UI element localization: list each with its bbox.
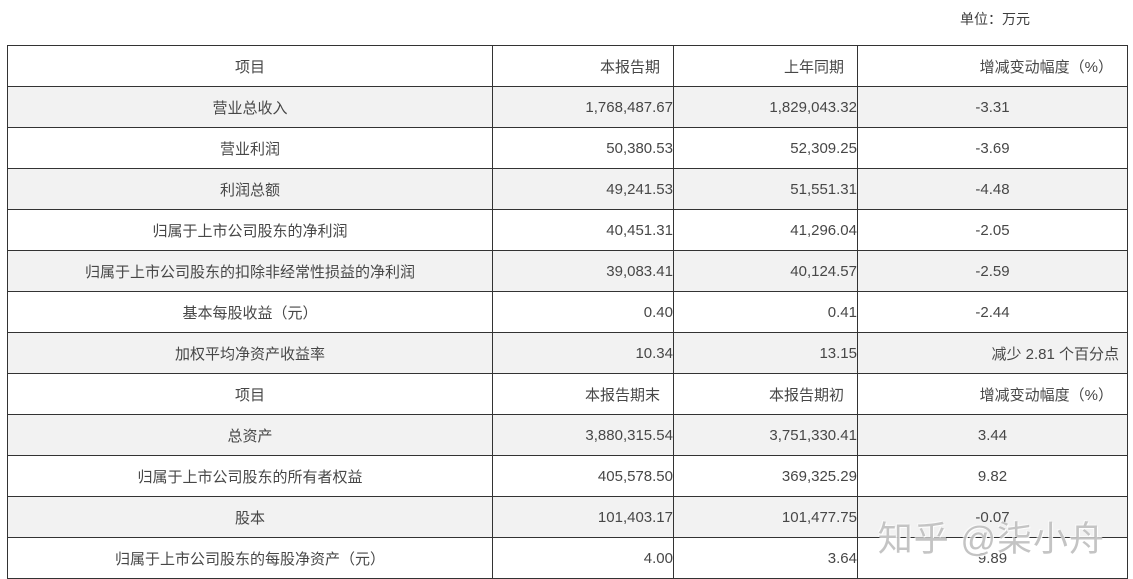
current-period-cell: 1,768,487.67	[492, 86, 674, 128]
table-row: 营业利润 50,380.53 52,309.25 -3.69	[7, 127, 1128, 169]
table-row: 营业总收入 1,768,487.67 1,829,043.32 -3.31	[7, 86, 1128, 128]
item-cell: 归属于上市公司股东的所有者权益	[7, 455, 493, 497]
item-cell: 营业总收入	[7, 86, 493, 128]
table-row: 加权平均净资产收益率 10.34 13.15 减少 2.81 个百分点	[7, 332, 1128, 374]
prior-period-cell: 40,124.57	[673, 250, 858, 292]
prior-period-cell: 3.64	[673, 537, 858, 579]
current-period-cell: 10.34	[492, 332, 674, 374]
prior-period-cell: 101,477.75	[673, 496, 858, 538]
header-change-cell: 增减变动幅度（%）	[857, 45, 1128, 87]
change-cell: 9.89	[857, 537, 1128, 579]
financial-summary-table: 项目 本报告期 上年同期 增减变动幅度（%） 营业总收入 1,768,487.67 1,82…	[7, 45, 1128, 579]
item-cell: 归属于上市公司股东的净利润	[7, 209, 493, 251]
change-cell: -3.69	[857, 127, 1128, 169]
table-row: 基本每股收益（元） 0.40 0.41 -2.44	[7, 291, 1128, 333]
table-row: 股本 101,403.17 101,477.75 -0.07	[7, 496, 1128, 538]
item-cell: 基本每股收益（元）	[7, 291, 493, 333]
table-row: 利润总额 49,241.53 51,551.31 -4.48	[7, 168, 1128, 210]
current-period-cell: 49,241.53	[492, 168, 674, 210]
current-period-cell: 39,083.41	[492, 250, 674, 292]
prior-period-cell: 13.15	[673, 332, 858, 374]
prior-period-cell: 41,296.04	[673, 209, 858, 251]
change-cell: 3.44	[857, 414, 1128, 456]
change-cell: -3.31	[857, 86, 1128, 128]
current-period-cell: 40,451.31	[492, 209, 674, 251]
change-cell: -2.05	[857, 209, 1128, 251]
header-change-cell: 增减变动幅度（%）	[857, 373, 1128, 415]
prior-period-cell: 3,751,330.41	[673, 414, 858, 456]
table-row: 归属于上市公司股东的每股净资产（元） 4.00 3.64 9.89	[7, 537, 1128, 579]
prior-period-cell: 52,309.25	[673, 127, 858, 169]
header-prior-period-cell: 上年同期	[673, 45, 858, 87]
change-cell: -0.07	[857, 496, 1128, 538]
header-item-cell: 项目	[7, 373, 493, 415]
header-prior-period-cell: 本报告期初	[673, 373, 858, 415]
zhihu-watermark: 知乎 @柒小舟	[877, 520, 1105, 559]
change-cell: 9.82	[857, 455, 1128, 497]
current-period-cell: 0.40	[492, 291, 674, 333]
table-row: 归属于上市公司股东的所有者权益 405,578.50 369,325.29 9.82	[7, 455, 1128, 497]
item-cell: 加权平均净资产收益率	[7, 332, 493, 374]
prior-period-cell: 51,551.31	[673, 168, 858, 210]
prior-period-cell: 0.41	[673, 291, 858, 333]
current-period-cell: 405,578.50	[492, 455, 674, 497]
table-row: 归属于上市公司股东的扣除非经常性损益的净利润 39,083.41 40,124.57…	[7, 250, 1128, 292]
item-cell: 利润总额	[7, 168, 493, 210]
current-period-cell: 101,403.17	[492, 496, 674, 538]
table-header-row: 项目 本报告期 上年同期 增减变动幅度（%）	[7, 45, 1128, 87]
unit-label: 单位：万元	[960, 11, 1030, 27]
change-cell: 减少 2.81 个百分点	[857, 332, 1128, 374]
header-current-period-cell: 本报告期	[492, 45, 674, 87]
item-cell: 营业利润	[7, 127, 493, 169]
table-body: 项目 本报告期 上年同期 增减变动幅度（%） 营业总收入 1,768,487.67 1,82…	[7, 45, 1128, 579]
item-cell: 股本	[7, 496, 493, 538]
table-row: 归属于上市公司股东的净利润 40,451.31 41,296.04 -2.05	[7, 209, 1128, 251]
current-period-cell: 4.00	[492, 537, 674, 579]
item-cell: 归属于上市公司股东的扣除非经常性损益的净利润	[7, 250, 493, 292]
current-period-cell: 3,880,315.54	[492, 414, 674, 456]
header-current-period-cell: 本报告期末	[492, 373, 674, 415]
table-header-row: 项目 本报告期末 本报告期初 增减变动幅度（%）	[7, 373, 1128, 415]
prior-period-cell: 1,829,043.32	[673, 86, 858, 128]
table-row: 总资产 3,880,315.54 3,751,330.41 3.44	[7, 414, 1128, 456]
change-cell: -2.44	[857, 291, 1128, 333]
header-item-cell: 项目	[7, 45, 493, 87]
current-period-cell: 50,380.53	[492, 127, 674, 169]
change-cell: -4.48	[857, 168, 1128, 210]
item-cell: 总资产	[7, 414, 493, 456]
item-cell: 归属于上市公司股东的每股净资产（元）	[7, 537, 493, 579]
change-cell: -2.59	[857, 250, 1128, 292]
prior-period-cell: 369,325.29	[673, 455, 858, 497]
